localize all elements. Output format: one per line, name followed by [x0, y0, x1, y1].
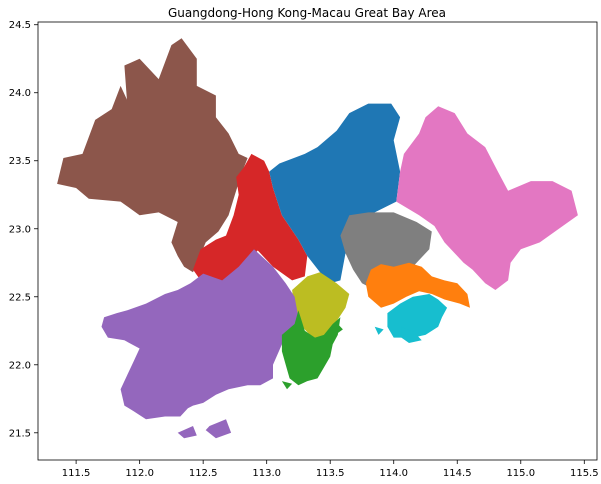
y-tick-label: 24.5	[9, 20, 31, 31]
x-tick-label: 111.5	[62, 468, 91, 479]
region-blue	[269, 103, 401, 284]
x-axis: 111.5 112.0 112.5 113.0 113.5 114.0 114.5 115.0…	[62, 460, 599, 479]
x-tick-label: 115.0	[506, 468, 535, 479]
y-tick-label: 22.5	[9, 292, 31, 303]
region-cyan-part-1	[401, 326, 422, 343]
y-axis: 21.5 22.0 22.5 23.0 23.5 24.0 24.5	[9, 20, 38, 439]
x-tick-label: 112.0	[125, 468, 154, 479]
x-tick-label: 113.0	[252, 468, 281, 479]
y-tick-label: 23.5	[9, 156, 31, 167]
regions-layer	[57, 38, 578, 439]
x-tick-label: 112.5	[189, 468, 218, 479]
region-green-part-2	[281, 381, 293, 390]
x-tick-label: 115.5	[570, 468, 599, 479]
region-brown	[57, 38, 248, 273]
region-cyan-part-2	[374, 326, 384, 335]
region-cyan	[387, 294, 448, 338]
region-purple-part-1	[205, 419, 232, 439]
region-green	[281, 310, 341, 386]
region-purple	[101, 249, 299, 420]
region-purple-part-2	[177, 426, 197, 439]
region-orange	[365, 262, 470, 308]
chart-title: Guangdong-Hong Kong-Macau Great Bay Area	[168, 6, 446, 20]
y-tick-label: 24.0	[9, 88, 31, 99]
y-tick-label: 22.0	[9, 360, 31, 371]
y-tick-label: 21.5	[9, 428, 31, 439]
y-tick-label: 23.0	[9, 224, 31, 235]
axes-frame	[37, 21, 598, 461]
x-tick-label: 113.5	[316, 468, 345, 479]
region-pink	[396, 106, 578, 290]
region-green-part-1	[330, 324, 343, 335]
region-red	[193, 153, 308, 284]
x-tick-label: 114.0	[379, 468, 408, 479]
x-tick-label: 114.5	[443, 468, 472, 479]
